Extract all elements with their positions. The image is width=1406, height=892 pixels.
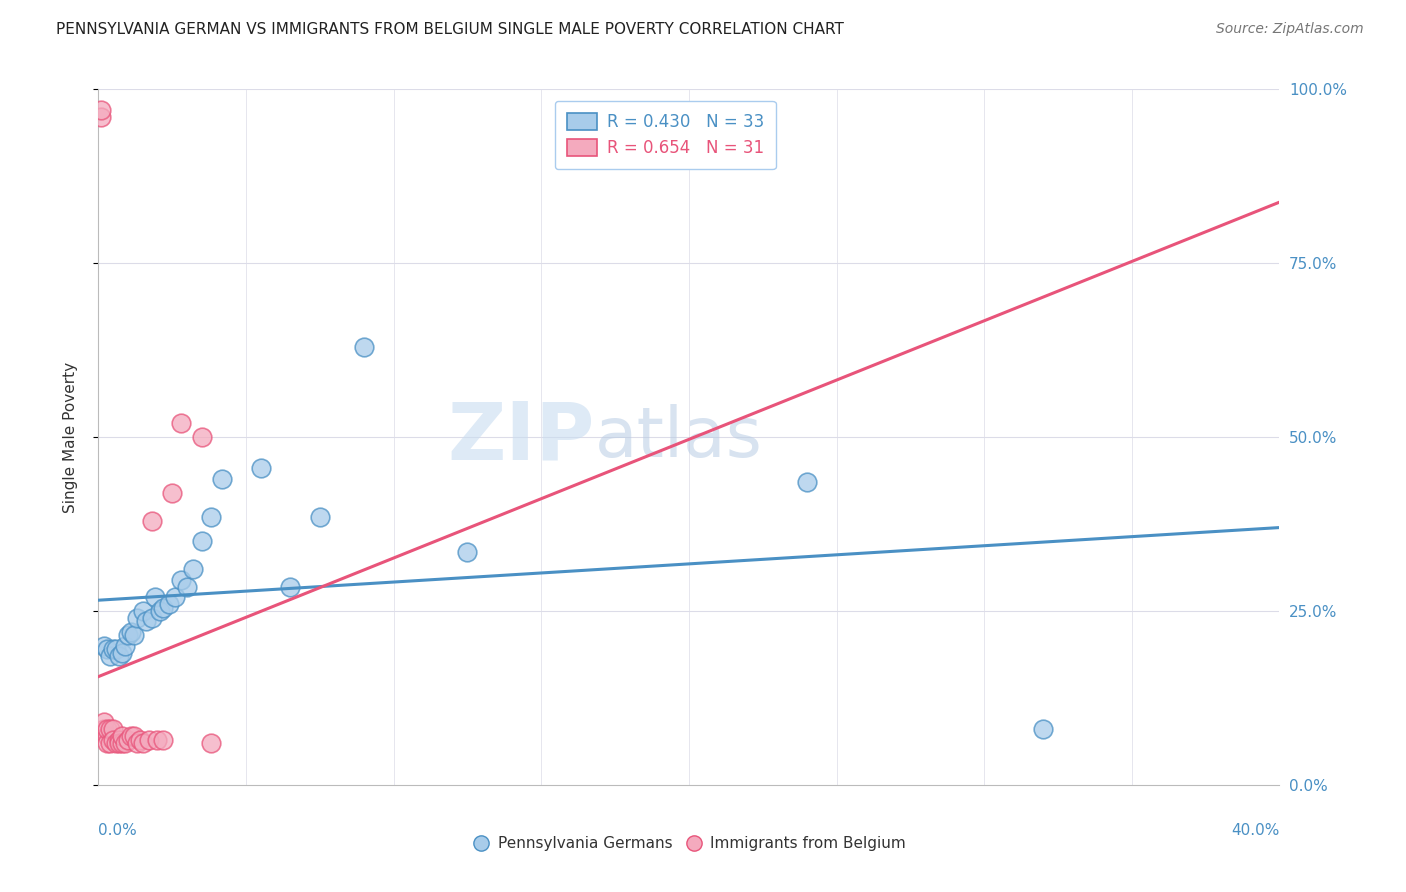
Point xyxy=(176,580,198,594)
Point xyxy=(170,416,193,430)
Text: PENNSYLVANIA GERMAN VS IMMIGRANTS FROM BELGIUM SINGLE MALE POVERTY CORRELATION C: PENNSYLVANIA GERMAN VS IMMIGRANTS FROM B… xyxy=(56,22,844,37)
Point xyxy=(108,649,131,664)
Point xyxy=(90,110,112,124)
Point xyxy=(98,723,121,737)
Point xyxy=(191,534,214,549)
Point xyxy=(141,611,163,625)
Point xyxy=(250,461,273,475)
Point xyxy=(108,732,131,747)
Point xyxy=(132,604,155,618)
Point xyxy=(132,736,155,750)
Point xyxy=(105,642,128,657)
Point xyxy=(122,628,145,642)
Point xyxy=(309,510,332,524)
Point xyxy=(103,723,125,737)
Y-axis label: Single Male Poverty: Single Male Poverty xyxy=(63,361,77,513)
Point xyxy=(111,736,134,750)
Point xyxy=(96,729,118,743)
Point xyxy=(103,642,125,657)
Point xyxy=(353,340,375,354)
Point xyxy=(96,736,118,750)
Legend: Pennsylvania Germans, Immigrants from Belgium: Pennsylvania Germans, Immigrants from Be… xyxy=(465,830,912,857)
Point xyxy=(93,639,115,653)
Point xyxy=(117,628,139,642)
Point xyxy=(98,736,121,750)
Point xyxy=(141,514,163,528)
Point xyxy=(90,103,112,117)
Point xyxy=(165,590,187,604)
Point xyxy=(152,600,174,615)
Point xyxy=(111,729,134,743)
Point xyxy=(181,562,204,576)
Text: ZIP: ZIP xyxy=(447,398,595,476)
Point xyxy=(146,732,169,747)
Point xyxy=(111,646,134,660)
Point xyxy=(93,723,115,737)
Point xyxy=(143,590,166,604)
Point xyxy=(125,736,148,750)
Point xyxy=(122,729,145,743)
Point xyxy=(103,732,125,747)
Point xyxy=(114,639,136,653)
Point xyxy=(456,545,478,559)
Text: 40.0%: 40.0% xyxy=(1232,823,1279,838)
Point xyxy=(796,475,818,490)
Point xyxy=(138,732,160,747)
Point xyxy=(170,573,193,587)
Text: atlas: atlas xyxy=(595,403,762,471)
Point xyxy=(149,604,172,618)
Point xyxy=(162,485,183,500)
Point xyxy=(157,597,180,611)
Text: 0.0%: 0.0% xyxy=(98,823,138,838)
Text: Source: ZipAtlas.com: Source: ZipAtlas.com xyxy=(1216,22,1364,37)
Point xyxy=(135,615,157,629)
Point xyxy=(191,430,214,444)
Point xyxy=(1032,723,1054,737)
Point xyxy=(98,649,121,664)
Point xyxy=(114,736,136,750)
Point xyxy=(96,642,118,657)
Point xyxy=(125,611,148,625)
Point xyxy=(211,472,233,486)
Point xyxy=(200,510,222,524)
Point xyxy=(278,580,302,594)
Point xyxy=(152,732,174,747)
Point xyxy=(128,732,150,747)
Point xyxy=(200,736,222,750)
Point xyxy=(105,736,128,750)
Point xyxy=(120,624,142,639)
Point xyxy=(108,736,131,750)
Point xyxy=(120,729,142,743)
Point xyxy=(96,723,118,737)
Point xyxy=(117,732,139,747)
Point xyxy=(93,715,115,730)
